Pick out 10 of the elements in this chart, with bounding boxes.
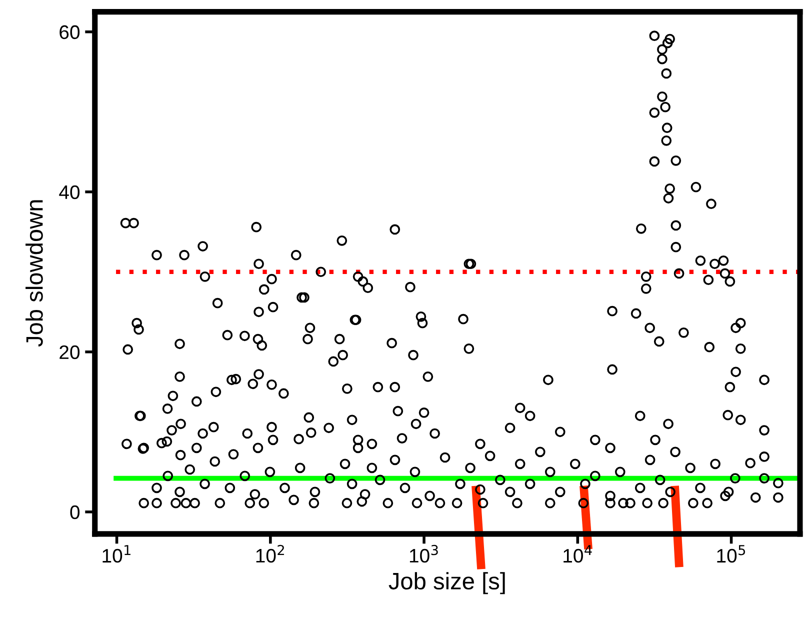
x-tick-label: 10$^{3}$ [410,544,438,563]
y-tick-label: 60 [60,25,80,40]
y-tick-label: 20 [60,345,80,360]
y-axis-title: Job slowdown [26,200,43,347]
y-tick-label: 0 [70,505,80,520]
y-tick-label: 40 [59,185,80,200]
x-axis-title: Job size [s] [388,572,505,594]
x-tick-label: 10$^{1}$ [102,545,130,563]
x-tick-label: 10$^{5}$ [717,545,746,563]
x-tick-label: 10$^{2}$ [256,544,284,563]
